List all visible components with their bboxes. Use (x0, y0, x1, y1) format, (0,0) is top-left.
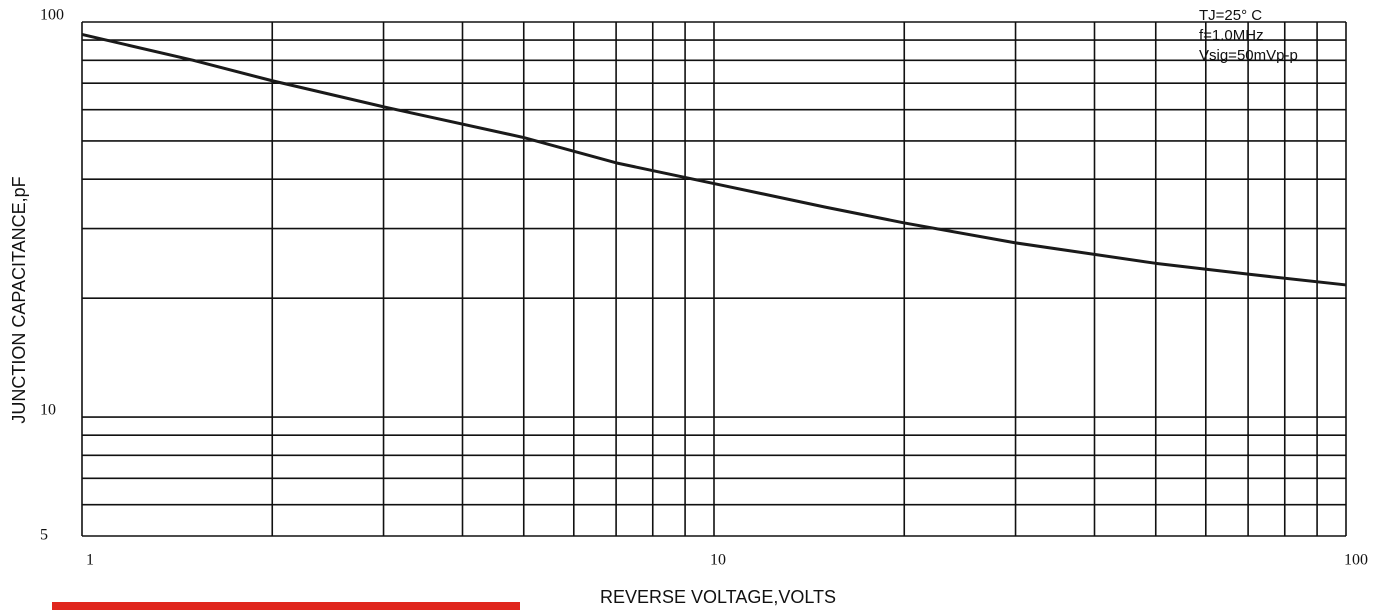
x-tick-label: 100 (1344, 552, 1368, 569)
annotation: TJ=25° C (1199, 7, 1262, 24)
x-axis-label: REVERSE VOLTAGE,VOLTS (600, 587, 836, 607)
y-tick-label: 5 (40, 527, 48, 544)
decor-bar (52, 602, 520, 610)
y-tick-label: 100 (40, 7, 64, 24)
x-tick-label: 10 (710, 552, 726, 569)
line (81, 32, 1347, 287)
x-tick-label: 1 (86, 552, 94, 569)
annotation: Vsig=50mVp-p (1199, 47, 1298, 64)
y-tick-label: 10 (40, 402, 56, 419)
y-axis-label: JUNCTION CAPACITANCE,pF (9, 176, 29, 423)
annotation: f=1.0MHz (1199, 27, 1264, 44)
